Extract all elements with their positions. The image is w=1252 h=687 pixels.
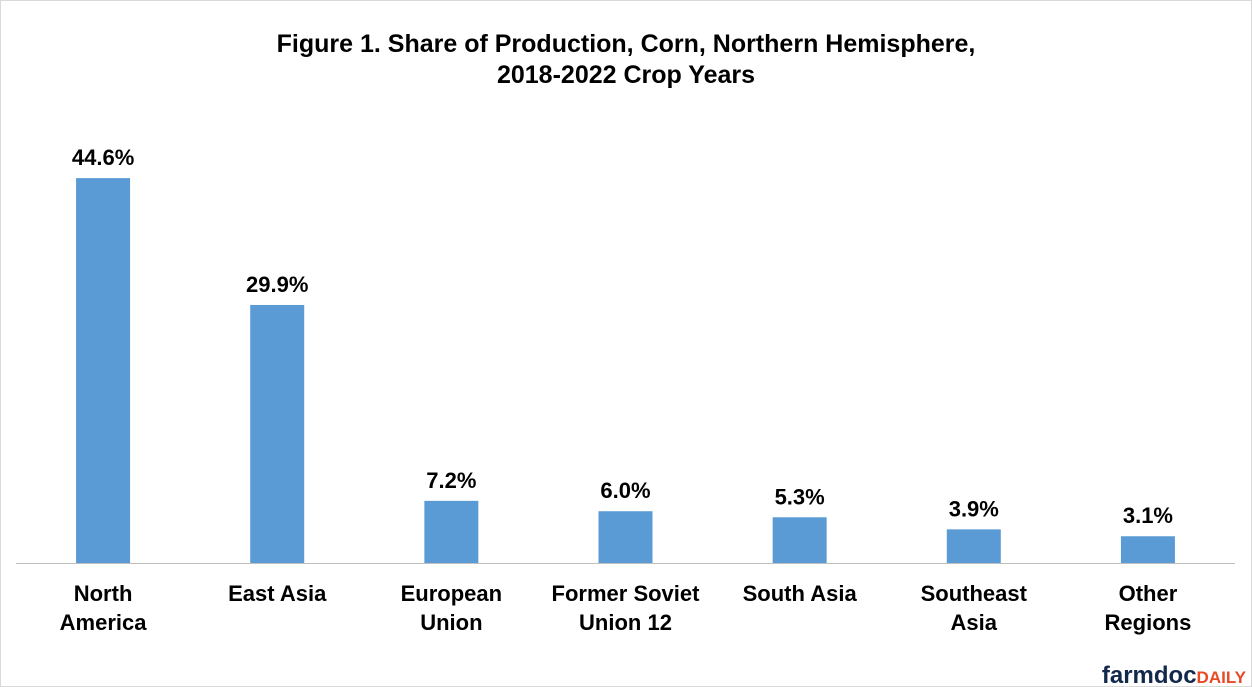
value-label: 7.2%	[426, 468, 476, 493]
value-label: 5.3%	[775, 484, 825, 509]
bar	[76, 178, 131, 564]
x-tick-label: North America	[60, 581, 148, 635]
value-label: 3.1%	[1123, 503, 1173, 528]
x-tick-label-line: Union 12	[579, 610, 672, 635]
x-tick-label: Other Regions	[1105, 581, 1192, 635]
bar	[250, 304, 305, 563]
chart-title: 2018-2022 Crop Years	[497, 61, 755, 89]
x-tick-label: Former Soviet Union 12	[552, 581, 701, 635]
bar	[424, 500, 479, 563]
value-label: 3.9%	[949, 496, 999, 521]
logo: farmdocDAILY	[1102, 662, 1247, 687]
x-tick-label-line: Southeast	[921, 581, 1028, 606]
bar	[946, 529, 1001, 563]
x-tick-label: South Asia	[743, 581, 858, 606]
x-tick-label: European Union	[401, 581, 502, 635]
x-tick-label-line: America	[60, 610, 148, 635]
x-tick-label-line: South Asia	[743, 581, 858, 606]
bar	[598, 511, 653, 563]
value-label: 29.9%	[246, 272, 308, 297]
x-tick-label: Southeast Asia	[921, 581, 1028, 635]
x-tick-label-line: Former Soviet	[552, 581, 701, 606]
bar	[1120, 536, 1175, 563]
value-label: 6.0%	[600, 478, 650, 503]
x-tick-label-line: North	[74, 581, 133, 606]
x-tick-label-line: Union	[420, 610, 482, 635]
x-tick-label-line: European	[401, 581, 502, 606]
value-label: 44.6%	[72, 145, 134, 170]
bar	[772, 517, 827, 563]
x-tick-label-line: Regions	[1105, 610, 1192, 635]
chart-title: Figure 1. Share of Production, Corn, Nor…	[277, 30, 976, 58]
x-tick-label-line: East Asia	[228, 581, 327, 606]
x-tick-label: East Asia	[228, 581, 327, 606]
x-tick-label-line: Other	[1119, 581, 1178, 606]
x-tick-label-line: Asia	[951, 610, 998, 635]
